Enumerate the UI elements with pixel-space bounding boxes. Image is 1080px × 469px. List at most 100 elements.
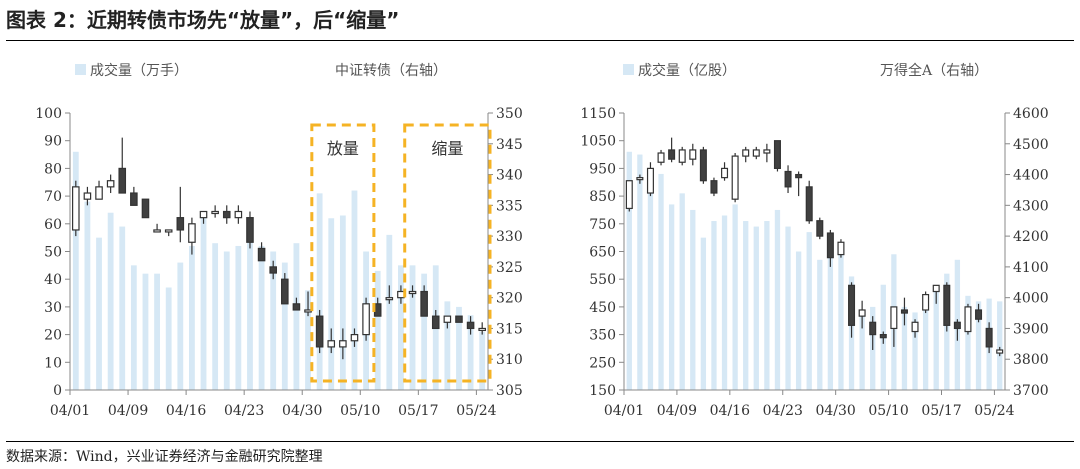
highlight-label: 缩量 (431, 139, 463, 158)
y-tick-label-right: 4200 (1013, 229, 1049, 245)
candle-body (141, 198, 150, 219)
legend-volume-swatch (75, 64, 86, 75)
volume-bar (328, 218, 335, 390)
candle-body (130, 192, 138, 206)
candle-body (420, 290, 428, 317)
legend-volume-swatch (623, 64, 634, 75)
candle-body (636, 177, 644, 181)
y-tick-label-right: 4600 (1013, 106, 1049, 122)
candle-body (721, 167, 729, 179)
candle-body (292, 303, 301, 311)
candle-body (72, 186, 80, 231)
volume-bar (154, 273, 160, 390)
y-tick-label-left: 20 (44, 328, 62, 344)
volume-bar (912, 312, 918, 390)
candle-body (164, 229, 173, 233)
volume-bar (444, 301, 451, 390)
candle-body (408, 290, 417, 295)
volume-bar (753, 226, 759, 390)
volume-bar (838, 243, 844, 390)
candle-body (455, 315, 463, 323)
candle-body (431, 315, 440, 330)
candle-body (943, 284, 951, 326)
volume-bar (339, 215, 346, 390)
x-tick-label: 05/17 (398, 403, 438, 419)
candle-body (188, 223, 196, 243)
y-tick-label-right: 4400 (1013, 168, 1049, 184)
convertible-bond-chart: 成交量（万手） 中证转债（右轴） 0 10 20 30 40 50 60 70 80 90 100 3… (35, 62, 523, 419)
volume-bar (817, 259, 823, 390)
volume-bar (130, 265, 137, 390)
volume-bar (467, 315, 474, 390)
volume-bar (732, 204, 738, 390)
candle-body (315, 315, 324, 348)
candle-body (784, 170, 792, 188)
candle-body (625, 180, 633, 210)
volume-bar (142, 273, 149, 390)
y-tick-label-left: 650 (589, 245, 616, 261)
candle-body (246, 217, 254, 243)
candle-body (339, 340, 347, 348)
x-tick-label: 04/16 (710, 403, 750, 419)
legend-volume-label: 成交量（万手） (90, 62, 188, 79)
volume-bar (827, 254, 834, 390)
y-tick-label-right: 3800 (1013, 352, 1049, 368)
volume-bar (281, 262, 288, 390)
volume-bar (785, 226, 791, 390)
volume-bar (933, 287, 939, 390)
plot-area: 150 250 350 450 550 650 750 850 950 1050 1150 3700 3… (580, 106, 1048, 419)
candle-body (890, 306, 898, 330)
y-tick-label-right: 3700 (1013, 383, 1049, 399)
candle-body (153, 229, 161, 233)
source-rule (6, 441, 1074, 442)
y-tick-label-left: 100 (35, 106, 62, 122)
y-tick-label-right: 325 (496, 260, 523, 276)
y-tick-label-left: 30 (44, 300, 62, 316)
volume-bar (795, 251, 802, 390)
y-tick-label-right: 4300 (1013, 198, 1049, 214)
candle-body (975, 309, 983, 320)
y-tick-label-left: 150 (589, 383, 616, 399)
candle-body (373, 303, 382, 317)
volume-bar (764, 221, 770, 390)
y-tick-label-left: 90 (44, 134, 62, 150)
volume-bar (305, 290, 311, 390)
wind-all-a-chart: 成交量（亿股） 万得全A（右轴） 150 250 350 450 550 650 750 85… (580, 62, 1048, 419)
volume-bar (647, 190, 654, 390)
volume-bar (270, 251, 277, 390)
volume-bar (700, 237, 707, 390)
volume-bar (316, 193, 323, 390)
volume-bar (119, 226, 126, 390)
volume-bar (922, 304, 929, 390)
legend-price-label: 中证转债（右轴） (335, 63, 447, 79)
volume-bar (247, 226, 253, 390)
highlight-box (310, 123, 376, 383)
candle-body (752, 149, 760, 157)
candle-body (222, 210, 231, 219)
volume-bar (965, 295, 971, 390)
x-tick-label: 04/16 (166, 403, 206, 419)
candle-body (257, 247, 266, 262)
y-tick-label-right: 350 (496, 106, 523, 122)
volume-bar (721, 215, 728, 390)
candle-body (668, 149, 676, 160)
x-tick-label: 04/01 (604, 403, 644, 419)
y-tick-label-left: 1150 (580, 106, 616, 122)
volume-bar (409, 265, 416, 390)
y-tick-label-right: 310 (496, 352, 523, 368)
volume-bar (690, 209, 696, 390)
candle-body (996, 349, 1004, 354)
volume-bar (212, 243, 219, 390)
volume-bar (743, 221, 749, 390)
x-tick-label: 04/01 (50, 403, 90, 419)
candle-body (385, 297, 394, 301)
candle-body (763, 149, 771, 154)
volume-bar (774, 209, 781, 390)
candle-body (466, 321, 475, 330)
volume-bar (386, 234, 393, 390)
volume-bar (258, 245, 265, 390)
volume-bar (421, 273, 428, 390)
volume-bar (200, 212, 207, 390)
volume-bar (637, 154, 643, 390)
y-tick-label-right: 305 (496, 383, 523, 399)
